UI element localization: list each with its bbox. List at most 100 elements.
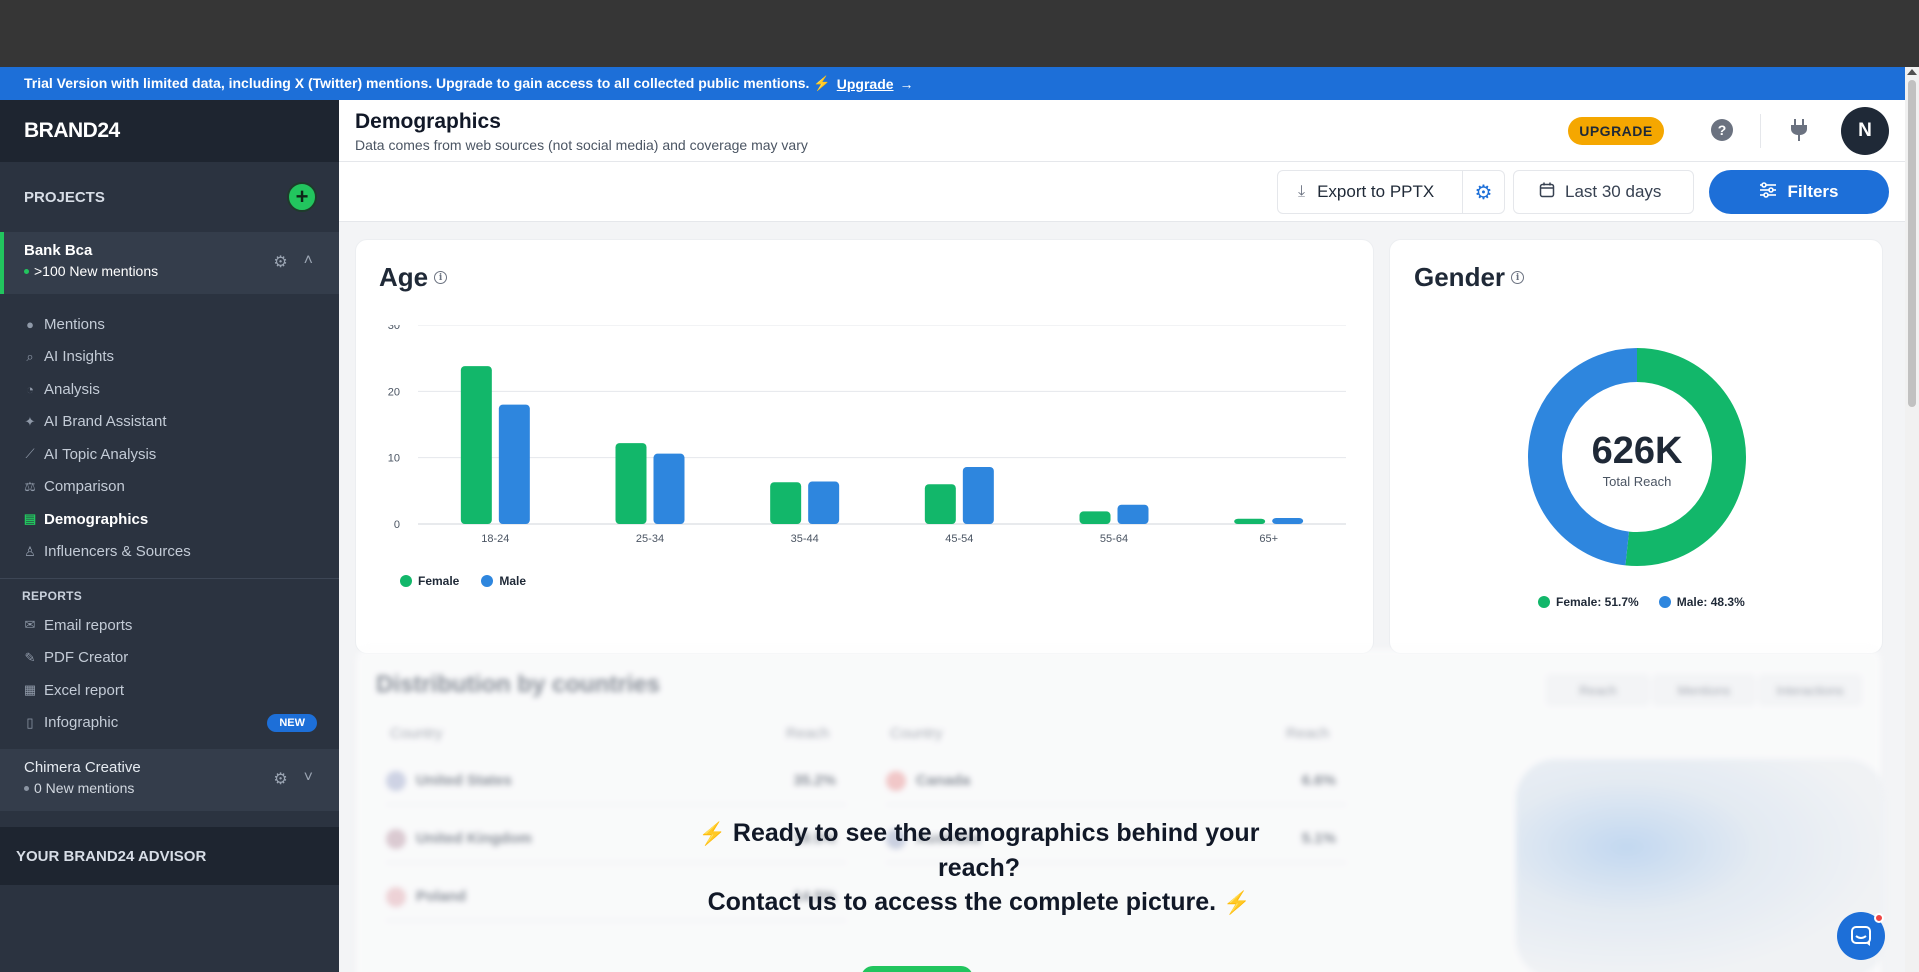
scale-icon: ⚖: [24, 478, 36, 494]
scroll-up-icon[interactable]: [1907, 69, 1917, 75]
line-chart-icon: ⟋: [25, 446, 35, 462]
country-value: 35.2%: [793, 772, 836, 789]
info-icon[interactable]: i: [1511, 271, 1525, 284]
nav-item-mentions[interactable]: ● Mentions: [0, 308, 339, 341]
nav-item-analysis[interactable]: ◔ Analysis: [0, 373, 339, 406]
nav-item-demographics[interactable]: ▤ Demographics: [0, 503, 339, 536]
project-status-text: >100 New mentions: [34, 263, 159, 279]
x-tick-label: 35-44: [791, 533, 819, 545]
country-value: 14.5%: [793, 888, 836, 905]
legend-female[interactable]: Female: 51.7%: [1538, 595, 1639, 609]
nav-item-label: Infographic: [44, 714, 119, 732]
nav-item-excel-report[interactable]: ▦ Excel report: [0, 674, 339, 707]
demographics-icon: ▤: [23, 511, 37, 527]
project-nav: ● Mentions ⌕ AI Insights ◔ Analysis ✦ AI Bra…: [0, 294, 339, 568]
project-controls: ⚙ ˄: [273, 252, 313, 272]
person-icon: ♙: [24, 543, 36, 559]
legend-female[interactable]: Female: [400, 574, 459, 588]
chevron-up-icon[interactable]: ˄: [303, 252, 313, 269]
spreadsheet-icon: ▦: [23, 682, 37, 698]
tab-interactions[interactable]: Interactions: [1758, 674, 1862, 706]
upgrade-button[interactable]: UPGRADE: [1568, 117, 1664, 145]
brand24-advisor[interactable]: YOUR BRAND24 ADVISOR: [0, 827, 339, 885]
export-pptx-button[interactable]: ⤓ Export to PPTX: [1277, 170, 1463, 214]
x-tick-label: 25-34: [636, 533, 664, 545]
country-value: 5.1%: [1301, 830, 1336, 847]
nav-item-label: Analysis: [44, 380, 100, 398]
toolbar: ⤓ Export to PPTX ⚙ Last 30 days Filters: [339, 162, 1905, 222]
nav-item-ai-brand-assistant[interactable]: ✦ AI Brand Assistant: [0, 406, 339, 439]
bar-male-45-54[interactable]: [962, 466, 994, 524]
export-settings-button[interactable]: ⚙: [1463, 170, 1505, 214]
project-status: >100 New mentions: [24, 263, 339, 279]
status-dot-icon: [24, 785, 29, 791]
table-row: United Kingdom 19.5%: [386, 815, 846, 863]
sidebar-divider: [0, 578, 339, 579]
nav-item-ai-insights[interactable]: ⌕ AI Insights: [0, 341, 339, 374]
legend-male-label: Male: [499, 574, 527, 588]
info-icon[interactable]: i: [434, 271, 448, 284]
date-range-label: Last 30 days: [1565, 182, 1662, 201]
bar-female-65+[interactable]: [1234, 518, 1266, 524]
avatar[interactable]: N: [1841, 107, 1889, 155]
legend-male[interactable]: Male: [481, 574, 526, 588]
legend-dot-icon: [1658, 596, 1671, 608]
nav-item-infographic[interactable]: ▯ Infographic NEW: [0, 707, 339, 740]
australia-flag-icon: [886, 828, 906, 849]
chat-bubble-icon: ●: [26, 316, 34, 332]
bar-female-25-34[interactable]: [615, 443, 647, 524]
project-chimera-creative[interactable]: Chimera Creative 0 New mentions ⚙ ˅: [0, 749, 339, 811]
sliders-icon: [1759, 181, 1777, 203]
gear-icon[interactable]: ⚙: [273, 771, 288, 788]
project-bank-bca[interactable]: Bank Bca >100 New mentions ⚙ ˄: [0, 232, 339, 294]
bar-male-25-34[interactable]: [653, 453, 685, 524]
upgrade-link[interactable]: Upgrade: [836, 75, 894, 92]
bar-male-55-64[interactable]: [1117, 504, 1149, 524]
bar-male-18-24[interactable]: [498, 404, 530, 524]
donut-slice-female[interactable]: [1625, 348, 1746, 566]
help-icon[interactable]: ?: [1711, 119, 1733, 141]
sparkle-icon: ✦: [24, 413, 36, 429]
y-tick-label: 30: [388, 325, 400, 332]
bar-female-35-44[interactable]: [770, 482, 802, 524]
infographic-icon: ▯: [26, 714, 34, 730]
tab-mentions[interactable]: Mentions: [1652, 674, 1756, 706]
country-name: Canada: [916, 772, 971, 789]
header-divider: [1760, 114, 1761, 148]
legend-dot-icon: [481, 575, 494, 587]
bar-male-65+[interactable]: [1272, 518, 1304, 524]
lightning-icon: ⚡: [1223, 890, 1251, 915]
bar-male-35-44[interactable]: [808, 481, 840, 524]
donut-slice-male[interactable]: [1528, 348, 1638, 566]
age-title: Age i: [379, 262, 448, 293]
project-status: 0 New mentions: [24, 780, 339, 796]
plug-icon[interactable]: [1787, 116, 1811, 144]
bar-female-18-24[interactable]: [460, 366, 492, 524]
chevron-down-icon[interactable]: ˅: [303, 769, 313, 786]
contact-us-button[interactable]: [861, 966, 973, 972]
brand-logo[interactable]: BRAND24: [0, 100, 339, 162]
gender-donut-chart: [1528, 348, 1746, 566]
x-tick-label: 55-64: [1100, 533, 1128, 545]
magnifier-icon: ⌕: [26, 348, 34, 364]
bar-female-55-64[interactable]: [1079, 511, 1111, 524]
nav-item-pdf-creator[interactable]: ✎ PDF Creator: [0, 642, 339, 675]
scrollbar-thumb[interactable]: [1908, 80, 1916, 407]
date-range-picker[interactable]: Last 30 days: [1513, 170, 1694, 214]
nav-item-email-reports[interactable]: ✉ Email reports: [0, 609, 339, 642]
projects-label: PROJECTS: [24, 188, 105, 206]
country-name: Poland: [416, 888, 467, 905]
browser-top-strip: [0, 0, 1919, 67]
tab-reach[interactable]: Reach: [1546, 674, 1650, 706]
bar-female-45-54[interactable]: [924, 484, 956, 524]
add-project-button[interactable]: +: [287, 182, 317, 212]
nav-item-influencers[interactable]: ♙ Influencers & Sources: [0, 536, 339, 569]
nav-item-ai-topic-analysis[interactable]: ⟋ AI Topic Analysis: [0, 438, 339, 471]
page-title: Demographics: [355, 110, 501, 133]
gear-icon[interactable]: ⚙: [273, 254, 288, 271]
legend-male[interactable]: Male: 48.3%: [1658, 595, 1745, 609]
nav-item-label: AI Insights: [44, 348, 115, 366]
nav-item-comparison[interactable]: ⚖ Comparison: [0, 471, 339, 504]
filters-button[interactable]: Filters: [1709, 170, 1889, 214]
chat-icon: [1851, 926, 1871, 946]
